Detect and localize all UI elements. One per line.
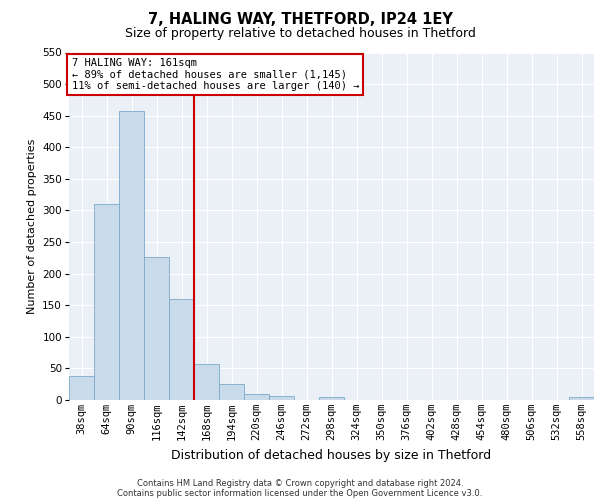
- Bar: [219, 384, 244, 400]
- Text: Size of property relative to detached houses in Thetford: Size of property relative to detached ho…: [125, 28, 475, 40]
- Bar: [144, 257, 169, 400]
- Bar: [169, 299, 194, 400]
- Bar: [94, 204, 119, 400]
- Bar: [269, 396, 294, 400]
- Bar: [569, 398, 594, 400]
- Text: Contains HM Land Registry data © Crown copyright and database right 2024.: Contains HM Land Registry data © Crown c…: [137, 478, 463, 488]
- Bar: [69, 376, 94, 400]
- Bar: [119, 112, 144, 400]
- Text: Contains public sector information licensed under the Open Government Licence v3: Contains public sector information licen…: [118, 488, 482, 498]
- Bar: [319, 397, 344, 400]
- Text: 7 HALING WAY: 161sqm
← 89% of detached houses are smaller (1,145)
11% of semi-de: 7 HALING WAY: 161sqm ← 89% of detached h…: [71, 58, 359, 91]
- Y-axis label: Number of detached properties: Number of detached properties: [27, 138, 37, 314]
- X-axis label: Distribution of detached houses by size in Thetford: Distribution of detached houses by size …: [172, 448, 491, 462]
- Bar: [194, 364, 219, 400]
- Text: 7, HALING WAY, THETFORD, IP24 1EY: 7, HALING WAY, THETFORD, IP24 1EY: [148, 12, 452, 28]
- Bar: [244, 394, 269, 400]
